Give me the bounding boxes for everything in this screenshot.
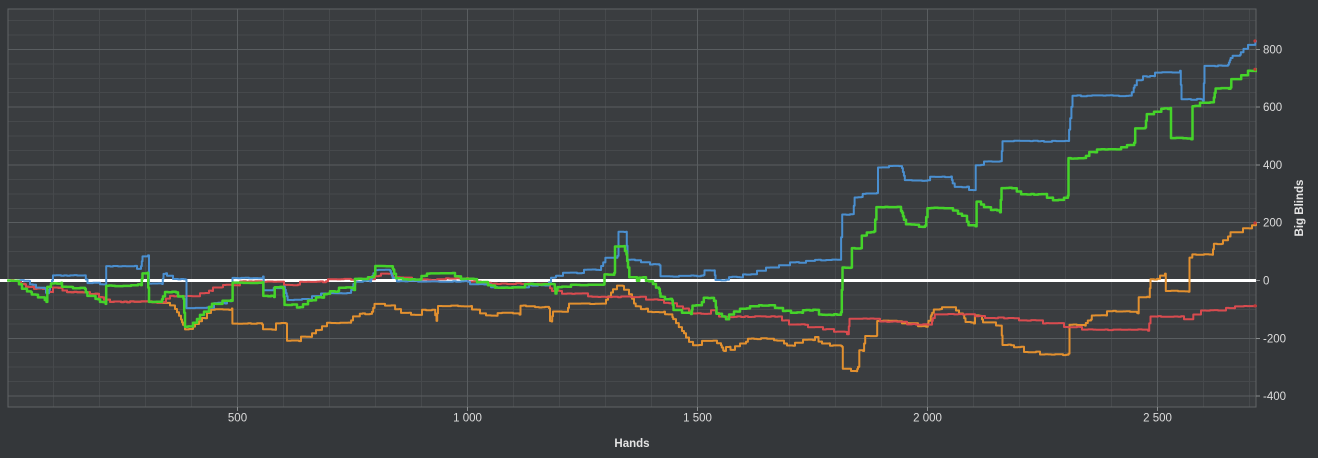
svg-text:Big Blinds: Big Blinds	[1294, 180, 1306, 237]
svg-text:200: 200	[1263, 218, 1282, 230]
svg-text:400: 400	[1263, 160, 1282, 172]
svg-text:2 500: 2 500	[1143, 413, 1172, 425]
svg-text:1 000: 1 000	[453, 413, 482, 425]
svg-text:500: 500	[228, 413, 247, 425]
svg-text:0: 0	[1263, 276, 1269, 288]
svg-text:600: 600	[1263, 102, 1282, 114]
svg-text:Hands: Hands	[614, 438, 649, 450]
svg-text:2 000: 2 000	[913, 413, 942, 425]
svg-text:1 500: 1 500	[683, 413, 712, 425]
svg-text:800: 800	[1263, 44, 1282, 56]
svg-text:-200: -200	[1263, 333, 1286, 345]
svg-text:-400: -400	[1263, 391, 1286, 403]
